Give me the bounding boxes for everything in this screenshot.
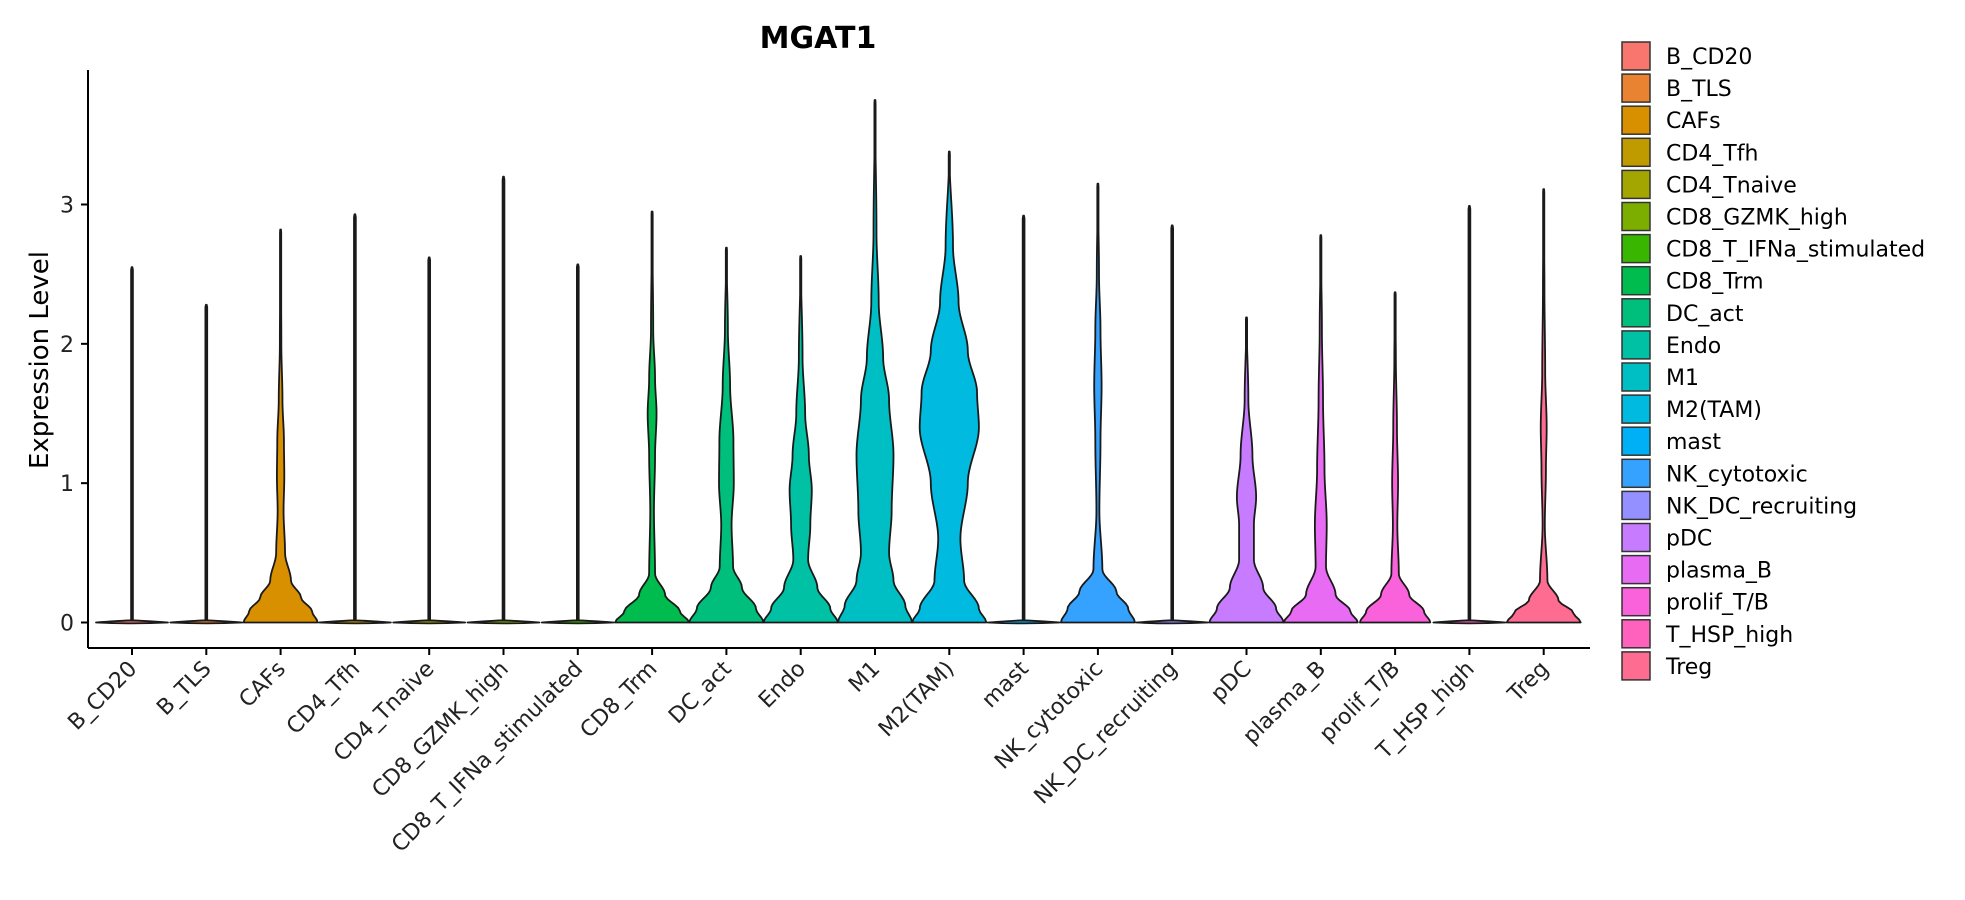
legend-label: plasma_B [1666, 559, 1772, 584]
legend-key [1621, 362, 1651, 392]
legend-label: Treg [1665, 655, 1712, 680]
legend-key [1621, 233, 1651, 264]
x-tick-label: CD8_Trm [576, 657, 663, 744]
legend-key [1621, 426, 1651, 456]
legend-label: CD4_Tnaive [1666, 173, 1797, 198]
x-tick-label: M2(TAM) [874, 657, 959, 742]
legend-label: pDC [1666, 527, 1712, 552]
legend-key [1621, 298, 1651, 328]
x-tick-label: pDC [1206, 657, 1256, 707]
legend-key [1621, 201, 1651, 232]
legend-key [1621, 619, 1651, 649]
legend-label: CD8_Trm [1666, 270, 1764, 295]
legend-key [1621, 554, 1651, 585]
violin-pdc [1208, 316, 1285, 624]
legend-label: CD8_T_IFNa_stimulated [1666, 238, 1925, 263]
violin-cd4-tfh [318, 213, 392, 625]
x-tick-label: M1 [844, 657, 885, 698]
x-tick-label: Treg [1503, 657, 1554, 708]
legend-key [1621, 522, 1651, 553]
legend-key [1621, 41, 1651, 71]
legend-key [1621, 458, 1651, 489]
legend-label: DC_act [1666, 302, 1744, 327]
legend-label: M2(TAM) [1666, 398, 1762, 423]
legend-key [1621, 490, 1651, 521]
legend-key [1621, 394, 1651, 424]
legend-label: CAFs [1666, 109, 1721, 134]
legend-label: NK_DC_recruiting [1666, 494, 1857, 519]
x-tick-label: mast [977, 656, 1034, 713]
legend-key [1621, 265, 1651, 296]
violin-cd8-t-ifna-stimulated [540, 263, 615, 625]
y-tick-label: 1 [60, 472, 74, 497]
legend-key [1621, 586, 1651, 617]
x-tick-label: NK_DC_recruiting [1030, 657, 1183, 810]
violin-mast [986, 214, 1061, 625]
legend-key [1621, 137, 1651, 168]
violin-layer [95, 99, 1582, 625]
violin-endo [762, 255, 839, 624]
x-tick-label: B_TLS [152, 657, 216, 721]
y-tick-label: 2 [60, 333, 74, 358]
violin-nk-dc-recruiting [1135, 224, 1210, 625]
legend-key [1621, 105, 1651, 135]
violin-nk-cytotoxic [1060, 182, 1136, 624]
legend: B_CD20 B_TLS CAFs CD4_Tfh CD4_Tnaive CD8_GZMK… [1621, 41, 1925, 681]
legend-label: CD8_GZMK_high [1666, 206, 1848, 231]
legend-key [1621, 73, 1651, 103]
legend-label: mast [1666, 430, 1721, 455]
legend-key [1621, 169, 1651, 200]
violin-prolif-t-b [1359, 291, 1432, 624]
violin-m1 [837, 99, 913, 624]
violin-b-tls [169, 303, 244, 625]
x-tick-label: DC_act [664, 656, 737, 729]
violin-cafs [242, 228, 319, 624]
y-axis-title: Expression Level [25, 251, 55, 469]
legend-label: NK_cytotoxic [1666, 462, 1808, 487]
legend-label: B_TLS [1666, 77, 1732, 102]
x-tick-label: B_CD20 [63, 657, 142, 736]
legend-label: Endo [1666, 334, 1721, 359]
y-tick-label: 3 [60, 194, 74, 219]
violin-dc-act [688, 246, 765, 624]
legend-key [1621, 651, 1651, 681]
legend-label: B_CD20 [1666, 45, 1752, 70]
violin-m2-tam- [911, 150, 988, 624]
violin-b-cd20 [95, 266, 169, 625]
legend-label: M1 [1666, 366, 1699, 391]
x-tick-label: Endo [754, 657, 811, 714]
violin-plasma-b [1282, 234, 1359, 624]
x-tick-label: CD8_GZMK_high [368, 657, 514, 803]
violin-cd4-tnaive [392, 256, 467, 625]
y-tick-label: 0 [60, 612, 74, 637]
chart-title: MGAT1 [760, 21, 877, 56]
violin-t-hsp-high [1432, 204, 1507, 625]
legend-label: CD4_Tfh [1666, 141, 1758, 166]
legend-label: prolif_T/B [1666, 591, 1769, 616]
violin-cd8-trm [614, 210, 690, 624]
x-tick-label: CAFs [235, 657, 291, 713]
legend-key [1621, 330, 1651, 360]
legend-label: T_HSP_high [1665, 623, 1793, 648]
violin-cd8-gzmk-high [466, 175, 541, 625]
violin-treg [1505, 188, 1582, 624]
